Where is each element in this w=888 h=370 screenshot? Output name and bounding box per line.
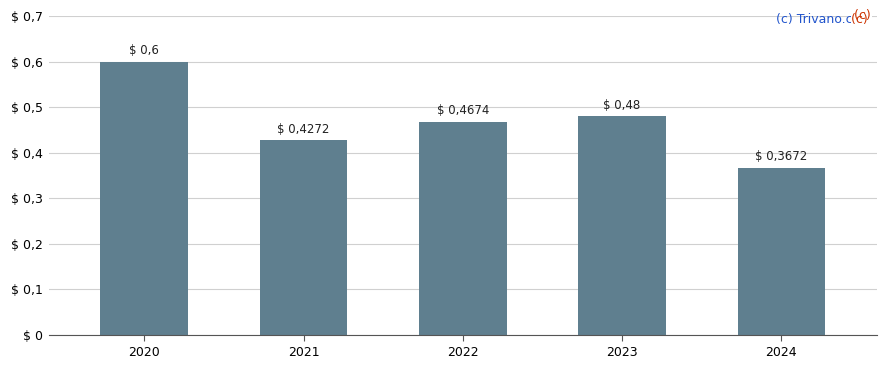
Bar [419,122,506,335]
Bar [738,168,825,335]
Text: $ 0,4272: $ 0,4272 [277,123,329,136]
Text: $ 0,48: $ 0,48 [604,99,640,112]
Text: (c): (c) [854,9,875,22]
Bar [578,116,666,335]
Bar [259,140,347,335]
Bar [100,62,188,335]
Text: (c) Trivano.com: (c) Trivano.com [775,13,872,26]
Text: $ 0,6: $ 0,6 [130,44,159,57]
Text: $ 0,4674: $ 0,4674 [437,104,489,117]
Text: (c): (c) [852,13,872,26]
Text: $ 0,3672: $ 0,3672 [755,150,807,163]
